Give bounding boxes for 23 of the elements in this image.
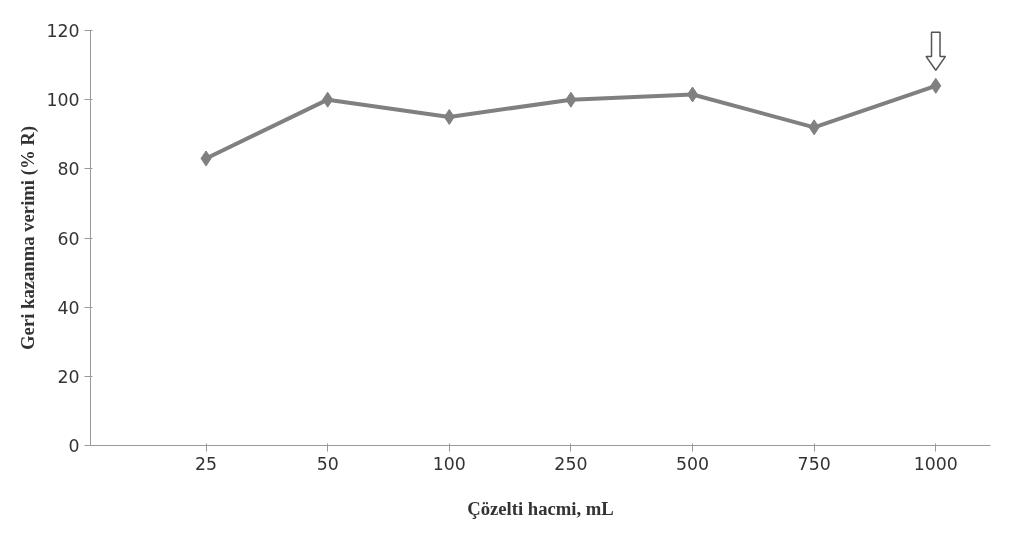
- point: [565, 91, 577, 108]
- x-tick-label: 500: [675, 453, 710, 474]
- x-axis-title: Çözelti hacmi, mL: [467, 497, 614, 519]
- x-tick-label: 50: [316, 453, 339, 474]
- point: [322, 91, 334, 108]
- x-tick-label: 750: [797, 453, 831, 474]
- y-axis-title: Geri kazanma verimi (% R): [17, 126, 40, 350]
- y-tick-label: 100: [46, 90, 80, 111]
- x-tick-label: 250: [554, 453, 588, 474]
- x-tick-label: 100: [432, 453, 466, 474]
- point: [200, 150, 212, 167]
- point: [443, 108, 455, 125]
- y-tick-label: 0: [68, 436, 80, 456]
- point: [808, 119, 820, 136]
- point: [687, 86, 699, 103]
- x-tick-label: 1000: [913, 453, 958, 474]
- y-tick-label: 20: [57, 366, 80, 387]
- point: [930, 77, 942, 94]
- y-tick-label: 60: [57, 228, 80, 249]
- y-tick-label: 80: [57, 159, 80, 180]
- y-tick-label: 120: [46, 21, 80, 41]
- x-tick-label: 25: [195, 453, 218, 474]
- y-tick-label: 40: [57, 297, 80, 318]
